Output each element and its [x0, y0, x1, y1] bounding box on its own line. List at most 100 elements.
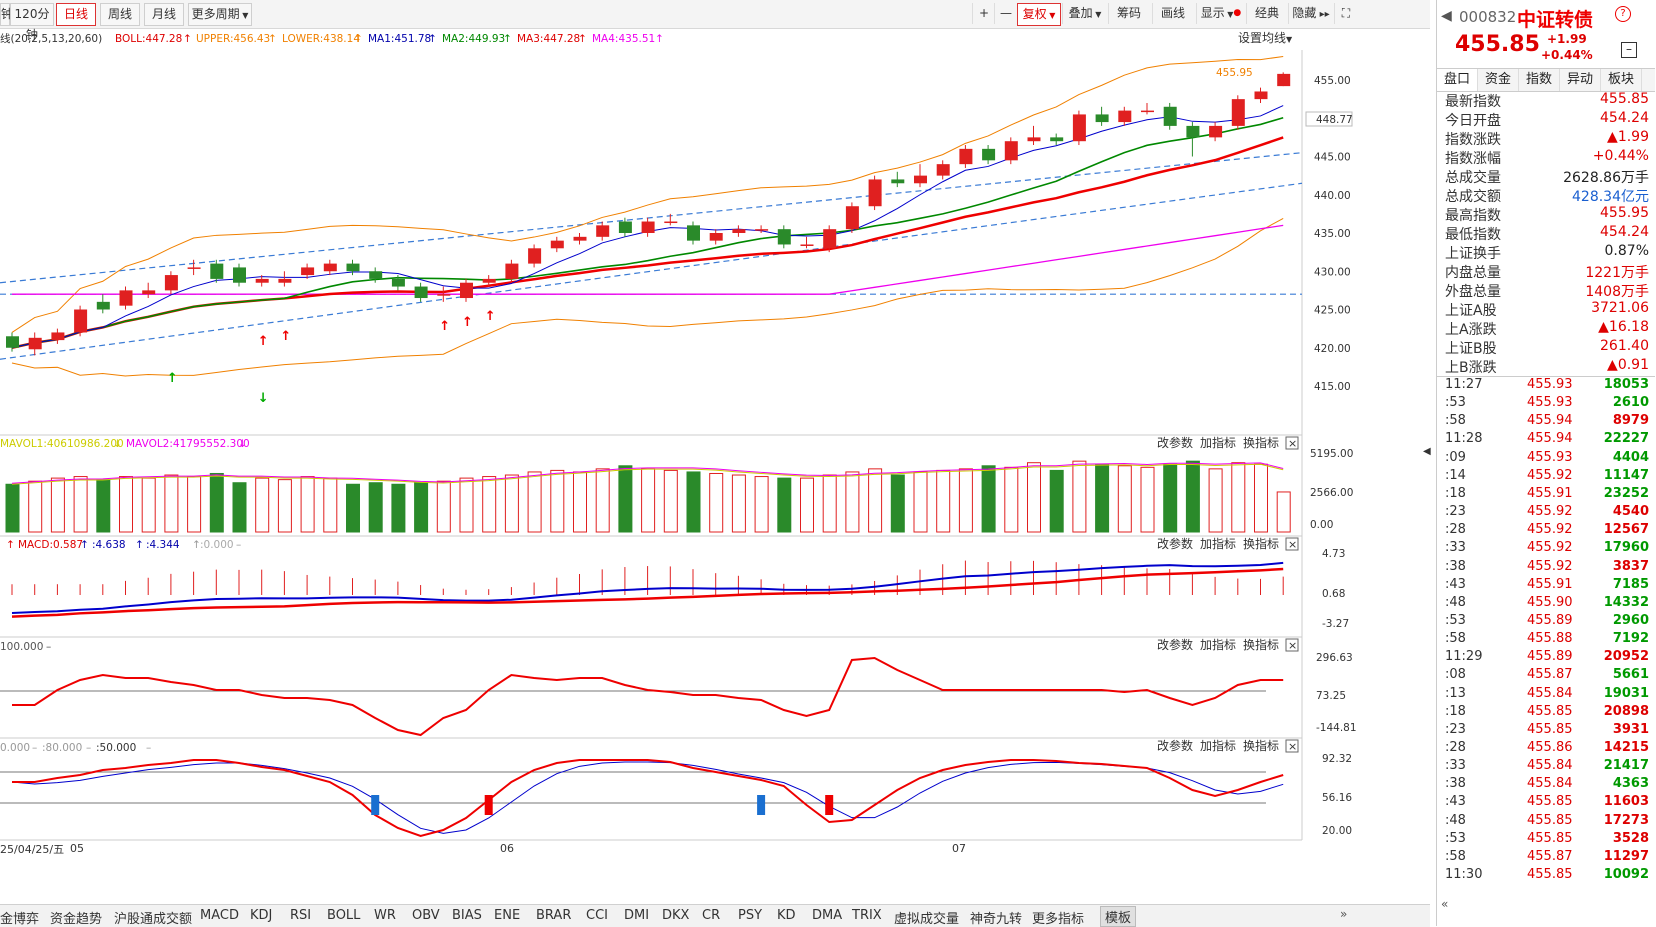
- indicator-tab[interactable]: 更多指标: [1032, 912, 1085, 927]
- param-button[interactable]: 改参数: [1157, 637, 1193, 652]
- candle-body: [233, 267, 246, 283]
- help-icon[interactable]: ?: [1615, 6, 1631, 22]
- indicator-tab[interactable]: 资金趋势: [50, 912, 103, 927]
- indicator-tab[interactable]: MACD: [200, 908, 239, 923]
- scroll-right-icon[interactable]: »: [1340, 907, 1348, 921]
- indicator-tabs: 金博弈 资金趋势 沪股通成交额 MACD KDJ RSI BOLL WR OBV BIAS ENE B…: [0, 904, 1430, 927]
- indicator-tab[interactable]: CCI: [586, 908, 608, 923]
- close-icon[interactable]: ×: [1288, 740, 1297, 753]
- period-more[interactable]: 更多周期 ▼: [188, 3, 252, 26]
- macd-axis-label: 0.68: [1322, 588, 1345, 600]
- indicator-tab[interactable]: PSY: [738, 908, 763, 923]
- quote-row-label: 上A涨跌: [1445, 322, 1497, 338]
- candle-body: [573, 236, 587, 241]
- add-indicator-button[interactable]: 加指标: [1200, 536, 1236, 551]
- price-axis-label: 430.00: [1314, 266, 1351, 278]
- indicator-tab[interactable]: 金博弈: [0, 912, 40, 927]
- period-120min[interactable]: 120分钟: [10, 3, 54, 42]
- indicator-tab[interactable]: DMA: [812, 908, 843, 923]
- chips-button[interactable]: 筹码: [1108, 3, 1149, 24]
- classic-button[interactable]: 经典: [1246, 3, 1287, 24]
- indicator-tab[interactable]: 神奇九转: [970, 912, 1023, 927]
- svg-text:MAVOL1:40610986.200 ↓: MAVOL1:40610986.200 ↓ MAVOL2:41795552.30…: [0, 438, 253, 450]
- kdj-axis-label: 56.16: [1322, 792, 1352, 804]
- add-indicator-button[interactable]: 加指标: [1200, 637, 1236, 652]
- period-month[interactable]: 月线: [144, 3, 184, 26]
- close-icon[interactable]: [1285, 638, 1299, 652]
- close-icon[interactable]: [1285, 739, 1299, 753]
- last-price: 455.85: [1455, 32, 1540, 57]
- indicator-tab[interactable]: BOLL: [327, 908, 361, 923]
- kline-chart[interactable]: 线(20,2,5,13,20,60) BOLL:447.28 ↑ UPPER:4…: [0, 28, 1430, 908]
- indicator-tab[interactable]: CR: [702, 908, 721, 923]
- indicator-tab[interactable]: TRIX: [852, 908, 882, 923]
- period-minute[interactable]: 钟: [0, 3, 13, 26]
- macd-dea-line: [11, 567, 1284, 618]
- close-icon[interactable]: ×: [1288, 437, 1297, 450]
- volume-bar: [504, 474, 519, 533]
- quote-tab[interactable]: 指数: [1519, 69, 1560, 91]
- period-week[interactable]: 周线: [100, 3, 140, 26]
- kdj-d-line: [11, 761, 1284, 834]
- candle-body: [800, 244, 814, 246]
- indicator-tab[interactable]: ENE: [494, 908, 521, 923]
- quote-tab[interactable]: 异动: [1560, 69, 1601, 91]
- switch-indicator-button[interactable]: 换指标: [1243, 637, 1279, 652]
- fullscreen-icon[interactable]: ⛶: [1334, 3, 1357, 24]
- tick-row: :48 455.90 14332: [1437, 595, 1655, 614]
- param-button[interactable]: 改参数: [1157, 536, 1193, 551]
- param-button[interactable]: 改参数: [1157, 435, 1193, 450]
- quote-tab[interactable]: 盘口: [1437, 69, 1478, 91]
- close-icon[interactable]: ×: [1288, 538, 1297, 551]
- indicator-tab[interactable]: 虚拟成交量: [894, 912, 960, 927]
- kdj-axis-label: 20.00: [1322, 825, 1352, 837]
- indicator-tab[interactable]: BIAS: [452, 908, 482, 923]
- indicator-tab[interactable]: DKX: [662, 908, 690, 923]
- indicator-tab[interactable]: KDJ: [250, 908, 273, 923]
- close-icon[interactable]: ×: [1288, 639, 1297, 652]
- add-indicator-button[interactable]: 加指标: [1200, 435, 1236, 450]
- close-icon[interactable]: [1285, 436, 1299, 450]
- indicator-tab[interactable]: DMI: [624, 908, 650, 923]
- hide-button[interactable]: 隐藏 ▸▸: [1288, 3, 1333, 24]
- set-ma-button[interactable]: 设置均线: [1238, 31, 1286, 45]
- switch-indicator-button[interactable]: 换指标: [1243, 536, 1279, 551]
- close-icon[interactable]: [1285, 537, 1299, 551]
- volume-bar: [50, 477, 65, 533]
- overlay-button[interactable]: 叠加 ▼: [1062, 3, 1107, 24]
- switch-indicator-button[interactable]: 换指标: [1243, 738, 1279, 753]
- add-indicator-button[interactable]: 加指标: [1200, 738, 1236, 753]
- period-day[interactable]: 日线: [56, 3, 96, 26]
- quote-tab[interactable]: 板块: [1601, 69, 1642, 91]
- tick-time: :58: [1445, 413, 1466, 429]
- indicator-tab[interactable]: OBV: [412, 908, 440, 923]
- cci-axis-label: -144.81: [1316, 722, 1357, 734]
- mavol1-line: [11, 463, 1284, 485]
- tick-time: :48: [1445, 594, 1466, 610]
- collapse-arrow-icon[interactable]: ◀: [1423, 446, 1431, 457]
- indicator-tab[interactable]: 沪股通成交额: [114, 912, 193, 927]
- display-button[interactable]: 显示 ▼●: [1196, 3, 1245, 24]
- signal-arrow-icon: ↓: [258, 391, 269, 406]
- tick-row: 11:27 455.93 18053: [1437, 377, 1655, 396]
- quote-row-value: 428.34亿元: [1572, 189, 1649, 205]
- indicator-tab[interactable]: BRAR: [536, 908, 572, 923]
- prev-icon[interactable]: ◀: [1441, 8, 1452, 24]
- adjust-button[interactable]: 复权 ▼: [1017, 3, 1061, 26]
- candle-body: [777, 229, 791, 245]
- indicator-tab[interactable]: 模板: [1100, 906, 1137, 927]
- zoom-out-button[interactable]: —: [994, 3, 1017, 24]
- indicator-tab[interactable]: WR: [374, 908, 396, 923]
- param-button[interactable]: 改参数: [1157, 738, 1193, 753]
- volume-bar: [890, 474, 905, 533]
- quote-tab[interactable]: 资金: [1478, 69, 1519, 91]
- switch-indicator-button[interactable]: 换指标: [1243, 435, 1279, 450]
- draw-button[interactable]: 画线: [1152, 3, 1193, 24]
- tick-volume: 18053: [1603, 377, 1649, 392]
- indicator-tab[interactable]: RSI: [290, 908, 312, 923]
- minimize-icon[interactable]: –: [1621, 42, 1637, 58]
- tick-price: 455.92: [1527, 467, 1573, 483]
- scroll-up-icon[interactable]: «: [1441, 897, 1449, 911]
- zoom-in-button[interactable]: +: [972, 3, 995, 24]
- indicator-tab[interactable]: KD: [777, 908, 796, 923]
